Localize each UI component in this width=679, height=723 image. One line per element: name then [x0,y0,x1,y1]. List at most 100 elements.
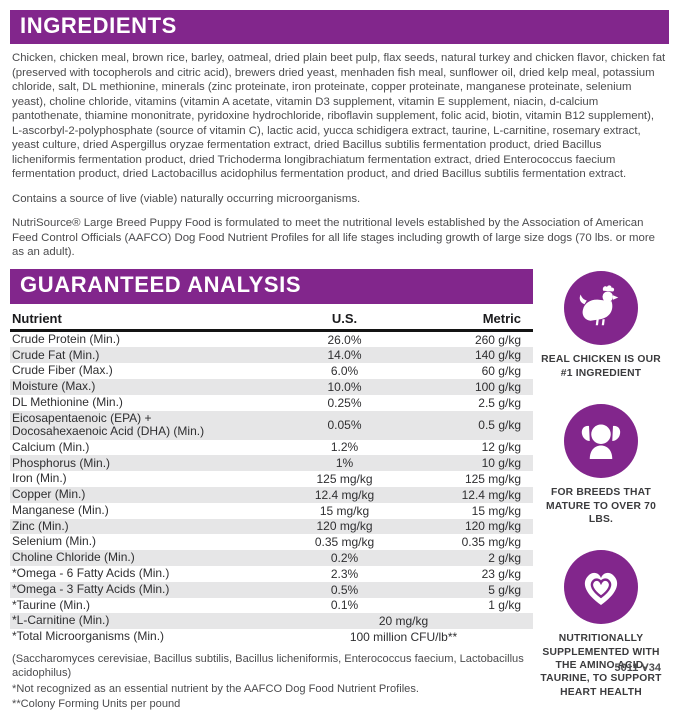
table-row: *Omega - 3 Fatty Acids (Min.) 0.5% 5 g/kg [10,581,533,598]
column-header-us: U.S. [331,310,358,326]
metric-value: 15 mg/kg [471,503,521,518]
metric-value: 12 g/kg [481,440,521,455]
metric-value: 120 mg/kg [464,519,521,534]
metric-value: 12.4 mg/kg [461,487,521,502]
nutrient-name: Iron (Min.) [12,471,67,486]
metric-value: 140 g/kg [474,348,521,363]
table-row: Calcium (Min.) 1.2% 12 g/kg [10,440,533,456]
heart-icon [564,550,638,625]
dog-icon [564,404,638,479]
table-row: Choline Chloride (Min.) 0.2% 2 g/kg [10,550,533,566]
table-row: Phosphorus (Min.) 1% 10 g/kg [10,455,533,472]
combined-value: 20 mg/kg [378,614,429,629]
table-header-row: Nutrient U.S. Metric [10,306,533,332]
nutrient-name: Crude Fat (Min.) [12,347,100,362]
us-value: 15 mg/kg [319,503,370,518]
nutrient-name: Crude Protein (Min.) [12,331,121,346]
product-code: 5011 V34 [614,662,662,674]
nutrient-name: *Omega - 6 Fatty Acids (Min.) [12,566,170,581]
pet-food-label: INGREDIENTS Chicken, chicken meal, brown… [10,10,669,710]
metric-value: 60 g/kg [481,364,521,379]
column-header-metric: Metric [482,310,521,326]
metric-value: 0.5 g/kg [478,418,521,433]
us-value: 0.1% [330,598,359,613]
footnote-cfu: **Colony Forming Units per pound [12,698,181,711]
table-row: Eicosapentaenoic (EPA) + Docosahexaenoic… [10,410,533,440]
metric-value: 100 g/kg [474,379,521,394]
metric-value: 23 g/kg [481,566,521,581]
metric-value: 5 g/kg [488,582,521,597]
live-microorganisms-note: Contains a source of live (viable) natur… [12,192,361,205]
table-row: *L-Carnitine (Min.) 20 mg/kg [10,613,533,630]
ingredients-header: INGREDIENTS [10,10,669,45]
table-row: *Omega - 6 Fatty Acids (Min.) 2.3% 23 g/kg [10,566,533,582]
badge-real-chicken: REAL CHICKEN IS OUR #1 INGREDIENT [536,271,666,380]
table-row: Moisture (Max.) 10.0% 100 g/kg [10,379,533,395]
footnote-microorganisms-list: (Saccharomyces cerevisiae, Bacillus subt… [12,652,524,679]
metric-value: 2 g/kg [488,551,521,565]
column-header-nutrient: Nutrient [12,310,62,326]
analysis-section: GUARANTEED ANALYSIS Nutrient U.S. Metric… [10,269,669,723]
nutrient-name: Manganese (Min.) [12,502,109,517]
table-row: Selenium (Min.) 0.35 mg/kg 0.35 mg/kg [10,534,533,550]
us-value: 0.05% [327,418,362,433]
nutrient-name: Choline Chloride (Min.) [12,550,135,565]
ingredients-title: INGREDIENTS [20,13,177,38]
us-value: 12.4 mg/kg [314,487,375,502]
nutrient-name: Selenium (Min.) [12,534,97,549]
table-row: Crude Fiber (Max.) 6.0% 60 g/kg [10,363,533,379]
table-row: Manganese (Min.) 15 mg/kg 15 mg/kg [10,503,533,519]
chicken-icon [564,271,638,346]
guaranteed-analysis-header: GUARANTEED ANALYSIS [10,269,533,304]
metric-value: 125 mg/kg [464,472,521,487]
us-value: 0.25% [327,395,362,410]
us-value: 6.0% [330,364,359,379]
us-value: 14.0% [327,348,362,363]
ingredients-text: Chicken, chicken meal, brown rice, barle… [12,52,666,181]
nutrient-name: Zinc (Min.) [12,518,69,533]
us-value: 26.0% [327,332,362,347]
nutrient-name: *Omega - 3 Fatty Acids (Min.) [12,581,170,596]
metric-value: 10 g/kg [481,456,521,471]
nutrient-name: Copper (Min.) [12,487,86,502]
nutrient-name: Phosphorus (Min.) [12,455,111,470]
us-value: 1.2% [330,440,359,455]
nutrient-name: *L-Carnitine (Min.) [12,613,110,628]
footnote-not-recognized: *Not recognized as an essential nutrient… [12,682,419,695]
analysis-table-body: Crude Protein (Min.) 26.0% 260 g/kg Crude F… [10,332,533,645]
guaranteed-analysis-title: GUARANTEED ANALYSIS [20,272,302,298]
badge-taurine-heart: NUTRITIONALLY SUPPLEMENTED WITH THE AMIN… [536,550,666,699]
badge-large-breed: FOR BREEDS THAT MATURE TO OVER 70 LBS. [536,404,666,526]
table-row: *Taurine (Min.) 0.1% 1 g/kg [10,598,533,614]
badge-label: FOR BREEDS THAT MATURE TO OVER 70 LBS. [545,487,656,525]
metric-value: 2.5 g/kg [478,395,521,410]
us-value: 0.35 mg/kg [314,535,375,550]
nutrient-name: Calcium (Min.) [12,439,90,454]
table-row: Zinc (Min.) 120 mg/kg 120 mg/kg [10,518,533,535]
nutrient-name: *Total Microorganisms (Min.) [12,629,165,644]
us-value: 0.5% [330,582,359,597]
analysis-table-area: GUARANTEED ANALYSIS Nutrient U.S. Metric… [10,269,533,723]
us-value: 125 mg/kg [316,472,373,487]
table-row: Iron (Min.) 125 mg/kg 125 mg/kg [10,471,533,487]
metric-value: 1 g/kg [488,598,521,613]
nutrient-name: Crude Fiber (Max.) [12,363,113,378]
us-value: 120 mg/kg [316,519,373,534]
nutrient-name: *Taurine (Min.) [12,597,91,612]
us-value: 0.2% [330,551,359,565]
metric-value: 0.35 mg/kg [461,535,521,550]
nutrient-name: Eicosapentaenoic (EPA) + Docosahexaenoic… [12,410,205,439]
nutrient-name: DL Methionine (Min.) [12,395,123,410]
table-row: Copper (Min.) 12.4 mg/kg 12.4 mg/kg [10,486,533,503]
combined-value: 100 million CFU/lb** [349,629,458,644]
us-value: 10.0% [327,379,362,394]
aafco-statement: NutriSource® Large Breed Puppy Food is f… [12,217,656,258]
badge-label: REAL CHICKEN IS OUR #1 INGREDIENT [541,354,661,379]
nutrient-name: Moisture (Max.) [12,379,96,394]
us-value: 1% [335,456,354,471]
us-value: 2.3% [330,566,359,581]
table-row: *Total Microorganisms (Min.) 100 million … [10,629,533,645]
metric-value: 260 g/kg [474,332,521,347]
table-row: DL Methionine (Min.) 0.25% 2.5 g/kg [10,395,533,411]
table-row: Crude Fat (Min.) 14.0% 140 g/kg [10,347,533,364]
